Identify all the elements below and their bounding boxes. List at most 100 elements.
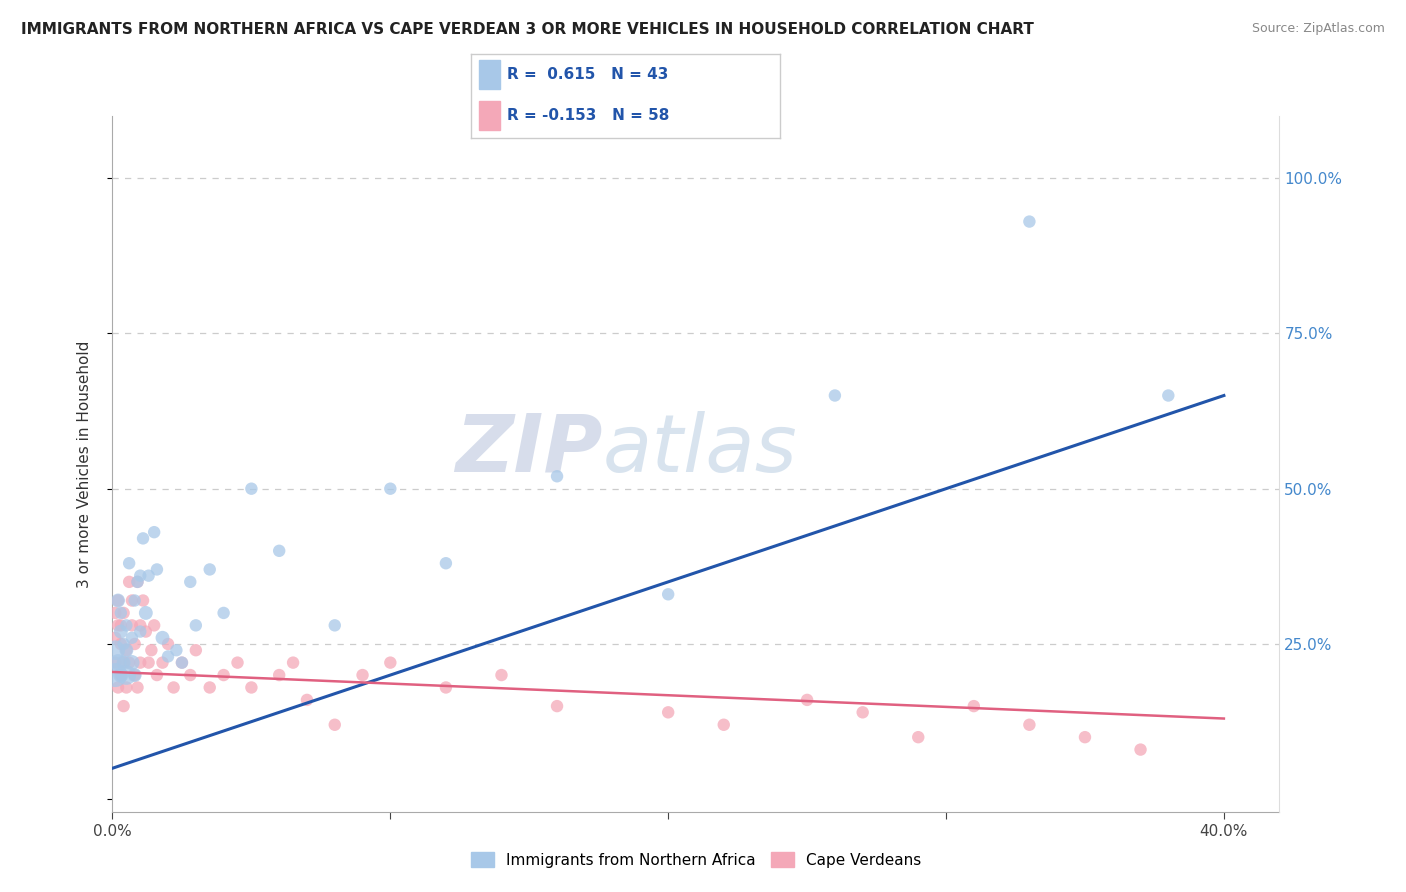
Point (184, 618, 207, 632)
Point (1129, 742, 1152, 756)
Point (112, 699, 135, 714)
Point (107, 593, 129, 607)
Point (129, 624, 152, 639)
Point (143, 618, 166, 632)
Point (138, 656, 160, 670)
Point (110, 668, 132, 682)
Point (824, 388, 846, 402)
Point (146, 562, 169, 576)
Point (657, 587, 679, 601)
Point (184, 643, 207, 657)
Point (107, 618, 129, 632)
Point (143, 525, 166, 540)
Point (162, 681, 184, 695)
Point (157, 649, 180, 664)
Point (112, 656, 135, 670)
Point (115, 681, 138, 695)
Text: atlas: atlas (603, 411, 797, 489)
Point (1018, 717, 1040, 731)
Point (121, 656, 143, 670)
Point (124, 637, 146, 651)
Point (124, 593, 146, 607)
Point (104, 606, 127, 620)
Bar (479, 101, 501, 130)
Point (129, 656, 152, 670)
Text: R =  0.615   N = 43: R = 0.615 N = 43 (506, 67, 668, 82)
Point (963, 699, 986, 714)
Point (104, 631, 127, 645)
Point (1157, 388, 1180, 402)
Point (127, 681, 149, 695)
Point (157, 637, 180, 651)
Point (112, 637, 135, 651)
Point (212, 668, 235, 682)
Point (132, 532, 155, 546)
Point (152, 631, 174, 645)
Point (107, 681, 129, 695)
Point (323, 618, 346, 632)
Point (380, 656, 402, 670)
Point (121, 618, 143, 632)
Point (107, 656, 129, 670)
Point (240, 681, 263, 695)
Point (146, 668, 169, 682)
Point (141, 643, 163, 657)
Point (212, 606, 235, 620)
Text: IMMIGRANTS FROM NORTHERN AFRICA VS CAPE VERDEAN 3 OR MORE VEHICLES IN HOUSEHOLD : IMMIGRANTS FROM NORTHERN AFRICA VS CAPE … (21, 22, 1033, 37)
Point (121, 631, 143, 645)
Point (118, 574, 141, 589)
Point (110, 618, 132, 632)
Point (907, 730, 929, 744)
Point (127, 574, 149, 589)
Point (240, 482, 263, 496)
Point (110, 637, 132, 651)
Point (118, 556, 141, 570)
Point (115, 618, 138, 632)
Point (380, 482, 402, 496)
Point (115, 643, 138, 657)
Point (796, 693, 818, 707)
Point (198, 562, 221, 576)
Point (165, 643, 187, 657)
Point (129, 568, 152, 582)
Point (713, 717, 735, 731)
Bar (479, 61, 501, 89)
Point (198, 681, 221, 695)
Point (1074, 730, 1097, 744)
Point (138, 568, 160, 582)
Point (115, 643, 138, 657)
Point (104, 643, 127, 657)
Point (121, 593, 143, 607)
Point (112, 656, 135, 670)
Point (352, 668, 374, 682)
Point (269, 668, 291, 682)
Point (112, 606, 135, 620)
Point (323, 717, 346, 731)
Text: R = -0.153   N = 58: R = -0.153 N = 58 (506, 108, 669, 123)
Point (132, 593, 155, 607)
Point (135, 606, 157, 620)
Text: ZIP: ZIP (456, 411, 603, 489)
Point (179, 668, 201, 682)
Y-axis label: 3 or more Vehicles in Household: 3 or more Vehicles in Household (77, 340, 91, 588)
Point (129, 618, 152, 632)
Point (104, 668, 127, 682)
Point (124, 668, 146, 682)
Point (124, 668, 146, 682)
Point (226, 656, 249, 670)
Point (104, 656, 127, 670)
Point (127, 574, 149, 589)
Point (170, 656, 193, 670)
Point (295, 693, 318, 707)
Point (546, 469, 568, 483)
Point (269, 543, 291, 558)
Point (170, 656, 193, 670)
Point (852, 706, 875, 720)
Point (657, 706, 679, 720)
Point (179, 574, 201, 589)
Point (110, 624, 132, 639)
Point (491, 668, 513, 682)
Point (281, 656, 304, 670)
Text: Source: ZipAtlas.com: Source: ZipAtlas.com (1251, 22, 1385, 36)
Point (152, 656, 174, 670)
